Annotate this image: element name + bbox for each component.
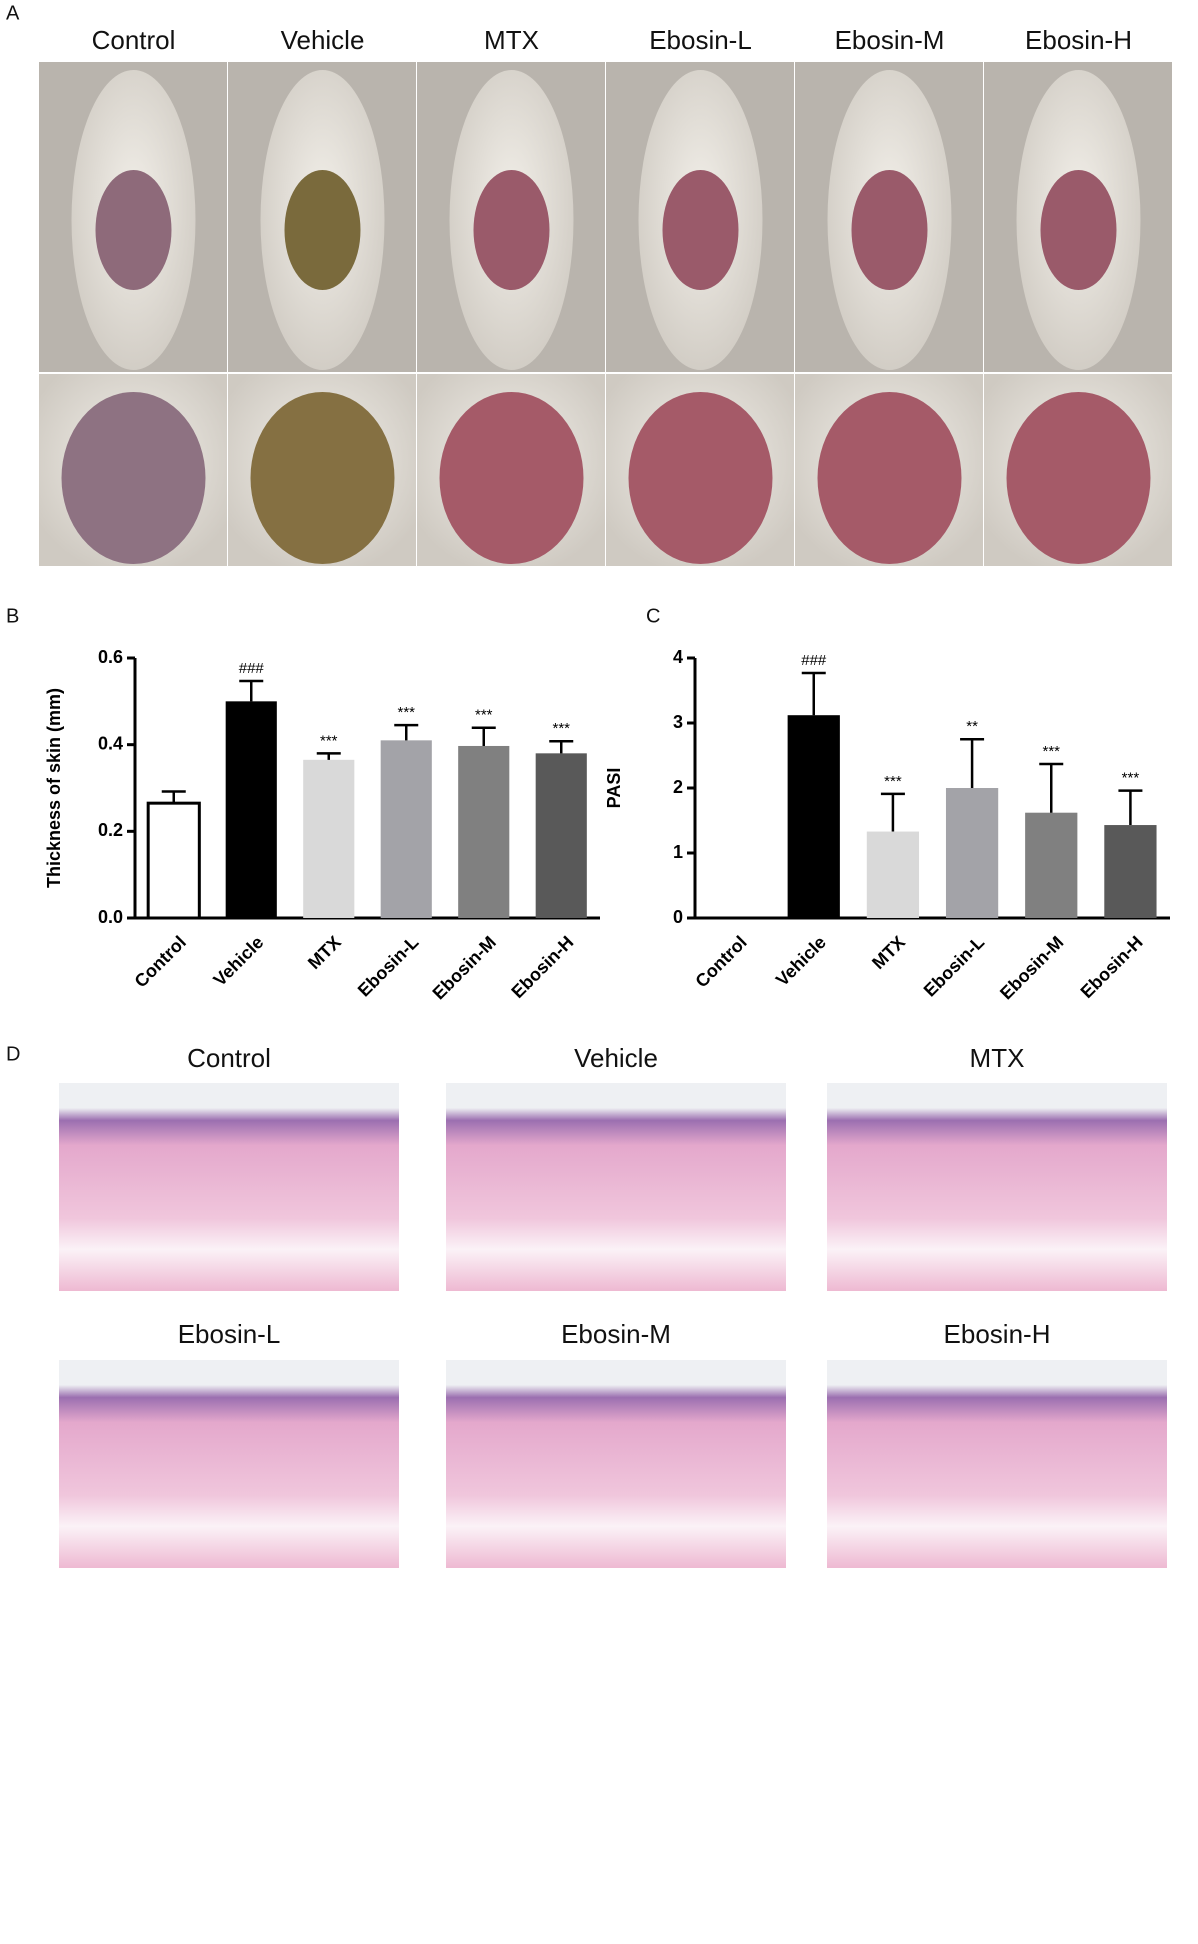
bar: [866, 831, 920, 918]
bar: [225, 701, 277, 918]
error-bar: [161, 790, 186, 804]
y-tick-label: 0.6: [98, 647, 123, 667]
photo-label: MTX: [484, 25, 539, 55]
lesion: [95, 170, 172, 290]
photo-panel: Control Vehicle MTX Ebosin-L Ebosin-M Ebosin-…: [39, 25, 1172, 566]
histology-image: [59, 1360, 399, 1568]
x-tick-label: Vehicle: [209, 932, 267, 990]
lesion: [851, 170, 928, 290]
lesion: [284, 170, 361, 290]
bar: [535, 753, 587, 918]
y-tick-label: 0.2: [98, 820, 123, 840]
significance: ***: [552, 720, 570, 737]
bar: [787, 715, 840, 918]
bar: [1104, 825, 1157, 918]
y-tick-label: 0: [673, 907, 683, 927]
bar: [945, 788, 999, 918]
error-bar: [960, 738, 985, 788]
histology-label: MTX: [970, 1043, 1025, 1073]
significance: ***: [884, 773, 902, 790]
significance: ***: [475, 707, 493, 724]
x-tick-label: MTX: [868, 932, 909, 973]
photo-label: Ebosin-H: [1025, 25, 1132, 55]
x-tick-label: Ebosin-L: [920, 932, 989, 1001]
bar: [1025, 812, 1078, 918]
lesion-closeup: [628, 392, 773, 564]
y-tick-label: 0.0: [98, 907, 123, 927]
y-axis-label: PASI: [604, 768, 624, 809]
photo-label: Control: [92, 25, 176, 55]
photo-label: Ebosin-L: [649, 25, 752, 55]
y-tick-label: 3: [673, 712, 683, 732]
significance: ***: [397, 704, 415, 721]
histology-label: Ebosin-H: [944, 1319, 1051, 1349]
x-tick-label: Ebosin-M: [996, 932, 1067, 1003]
panel-label: D: [6, 1043, 20, 1065]
significance: **: [966, 718, 978, 735]
bar: [303, 759, 355, 918]
lesion-closeup: [61, 392, 206, 564]
significance: ###: [239, 660, 265, 677]
photo-label: Vehicle: [281, 25, 365, 55]
lesion: [473, 170, 550, 290]
charts: Thickness of skin (mm) 0.0 0.2 0.4 0.6 Contro…: [44, 647, 1170, 1003]
y-tick-label: 4: [673, 647, 683, 667]
bar: [146, 801, 201, 920]
x-tick-label: Ebosin-H: [507, 932, 577, 1002]
panel-label: A: [6, 2, 20, 24]
lesion-closeup: [1006, 392, 1151, 564]
error-bar: [801, 671, 826, 716]
histology-image: [827, 1083, 1167, 1291]
significance: ###: [801, 652, 827, 669]
error-bar: [316, 752, 341, 760]
panel-label: B: [6, 605, 19, 627]
error-bar: [394, 723, 419, 741]
lesion: [1040, 170, 1117, 290]
x-tick-label: Vehicle: [772, 932, 830, 990]
significance: ***: [1042, 743, 1060, 760]
histology-label: Control: [187, 1043, 271, 1073]
x-tick-label: Ebosin-M: [429, 932, 500, 1003]
error-bar: [471, 726, 496, 746]
histology-panel: Control Vehicle MTX Ebosin-L Ebosin-M Ebosin-…: [59, 1043, 1167, 1568]
error-bar: [1118, 789, 1143, 826]
bar: [458, 745, 510, 918]
error-bar: [239, 679, 264, 702]
bar: [380, 740, 432, 918]
x-tick-label: Ebosin-H: [1077, 932, 1147, 1002]
panel-label: C: [646, 605, 660, 627]
x-tick-label: MTX: [304, 932, 345, 973]
histology-image: [446, 1083, 786, 1291]
lesion-closeup: [439, 392, 584, 564]
histology-label: Vehicle: [574, 1043, 658, 1073]
x-tick-label: Ebosin-L: [354, 932, 423, 1001]
error-bar: [880, 792, 905, 832]
histology-image: [827, 1360, 1167, 1568]
histology-label: Ebosin-M: [561, 1319, 671, 1349]
lesion-closeup: [817, 392, 962, 564]
photo-label: Ebosin-M: [835, 25, 945, 55]
significance: ***: [320, 732, 338, 749]
error-bar: [549, 739, 574, 754]
lesion: [662, 170, 739, 290]
y-tick-label: 0.4: [98, 733, 123, 753]
error-bar: [1039, 762, 1064, 813]
histology-label: Ebosin-L: [178, 1319, 281, 1349]
histology-image: [59, 1083, 399, 1291]
x-tick-label: Control: [691, 932, 750, 991]
lesion-closeup: [250, 392, 395, 564]
x-tick-label: Control: [131, 932, 190, 991]
histology-image: [446, 1360, 786, 1568]
y-axis-label: Thickness of skin (mm): [44, 688, 64, 888]
y-tick-label: 2: [673, 777, 683, 797]
significance: ***: [1122, 770, 1140, 787]
y-tick-label: 1: [673, 842, 683, 862]
